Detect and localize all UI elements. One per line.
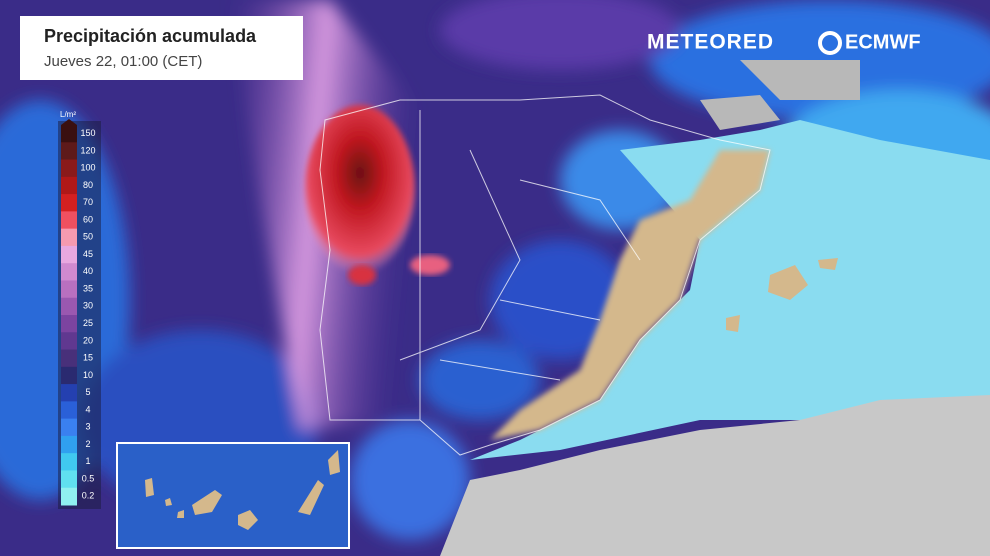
brand-ecmwf: ECMWF <box>845 31 921 53</box>
legend-swatch <box>61 280 77 299</box>
legend-swatch <box>61 194 77 212</box>
legend-label: 120 <box>80 145 95 155</box>
legend-label: 80 <box>83 180 93 190</box>
legend-swatch <box>61 263 77 281</box>
legend-label: 50 <box>83 232 93 242</box>
legend-swatch <box>61 297 77 316</box>
legend-label: 4 <box>85 404 90 414</box>
subtitle: Jueves 22, 01:00 (CET) <box>44 53 202 70</box>
legend-label: 1 <box>85 456 90 466</box>
legend-label: 2 <box>85 439 90 449</box>
legend-label: 20 <box>83 335 93 345</box>
legend-label: 60 <box>83 214 93 224</box>
legend-swatch <box>61 332 77 351</box>
borders <box>319 94 771 456</box>
ecmwf-logo <box>818 31 842 55</box>
legend-swatch <box>61 418 77 437</box>
legend-label: 5 <box>85 387 90 397</box>
legend-label: 15 <box>83 353 93 363</box>
sea <box>470 120 990 460</box>
legend-label: 3 <box>85 422 90 432</box>
legend-swatch <box>61 487 77 506</box>
legend-arrow <box>61 119 77 125</box>
legend-swatch <box>61 470 77 489</box>
legend-swatch <box>61 384 77 402</box>
legend-label: 25 <box>83 318 93 328</box>
legend-label: 10 <box>83 370 93 380</box>
title-box <box>20 16 303 80</box>
legend-swatch <box>61 349 77 368</box>
legend-swatch <box>61 435 77 454</box>
legend-swatch <box>61 142 77 161</box>
legend-swatch <box>61 176 77 195</box>
brand-meteored: METEORED <box>647 31 774 54</box>
legend-swatch <box>61 453 77 471</box>
legend-swatch <box>61 366 77 385</box>
legend-swatch <box>61 159 77 178</box>
legend-label: 35 <box>83 283 93 293</box>
title: Precipitación acumulada <box>44 26 257 46</box>
legend-swatch <box>61 245 77 264</box>
legend-swatch <box>61 125 77 143</box>
legend-unit: L/m² <box>60 110 76 119</box>
legend-label: 100 <box>80 163 95 173</box>
dry-zone <box>490 150 770 440</box>
legend-label: 45 <box>83 249 93 259</box>
legend-swatch <box>61 401 77 420</box>
legend-swatch <box>61 211 77 230</box>
legend-label: 40 <box>83 266 93 276</box>
legend-label: 0.5 <box>82 473 95 483</box>
legend-swatch <box>61 315 77 333</box>
africa <box>440 395 990 556</box>
legend-label: 150 <box>80 128 95 138</box>
land-north <box>700 60 860 130</box>
legend-label: 70 <box>83 197 93 207</box>
legend: 150 120 100 80 70 60 50 45 40 35 30 25 20 15 10 5 4 3 2 1 0.… <box>58 119 101 509</box>
balearic-islands <box>726 258 838 332</box>
legend-swatch <box>61 228 77 247</box>
canary-inset <box>116 442 350 549</box>
legend-label: 0.2 <box>82 491 95 501</box>
legend-label: 30 <box>83 301 93 311</box>
